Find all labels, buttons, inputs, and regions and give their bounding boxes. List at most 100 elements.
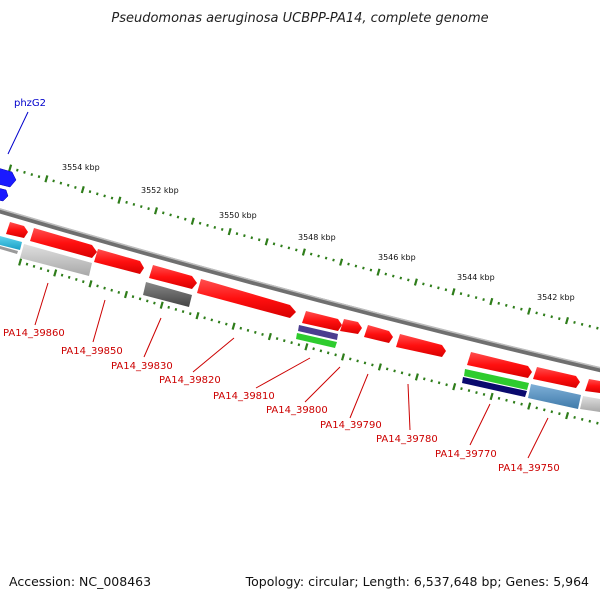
map-title: Pseudomonas aeruginosa UCBPP-PA14, compl… <box>111 11 488 26</box>
gene-red-1[interactable] <box>6 222 28 238</box>
minor-tick <box>459 292 463 296</box>
major-tick <box>53 269 58 277</box>
gene-label-pa14-39820[interactable]: PA14_39820 <box>159 375 221 386</box>
gene-label-pa14-39750[interactable]: PA14_39750 <box>498 463 560 474</box>
minor-tick <box>550 315 554 319</box>
gene-red-9[interactable] <box>396 334 446 357</box>
minor-tick <box>347 262 350 266</box>
genome-backbone-highlight <box>0 208 600 369</box>
minor-tick <box>153 301 156 305</box>
topology-text: Topology: circular; Length: 6,537,648 bp… <box>245 574 589 589</box>
major-tick <box>88 280 93 288</box>
gene-red-7[interactable] <box>340 319 362 334</box>
gene-red-2[interactable] <box>30 228 97 258</box>
minor-tick <box>103 194 106 198</box>
minor-tick <box>297 343 301 347</box>
minor-tick <box>206 223 209 227</box>
minor-tick <box>88 190 92 194</box>
minor-tick <box>254 330 257 334</box>
minor-tick <box>430 379 433 383</box>
gene-red-3[interactable] <box>94 249 144 274</box>
minor-tick <box>59 181 63 185</box>
feature-navy[interactable] <box>462 377 527 397</box>
gene-label-phzg2[interactable]: phzG2 <box>14 98 46 109</box>
major-tick <box>80 185 85 194</box>
leader-lines <box>34 282 549 459</box>
minor-tick <box>257 238 261 242</box>
major-tick <box>489 297 494 306</box>
lower-ticks <box>18 258 599 425</box>
gene-red-8[interactable] <box>364 325 393 343</box>
minor-tick <box>363 361 367 365</box>
gene-red-5[interactable] <box>197 279 296 318</box>
minor-tick <box>445 383 448 387</box>
minor-tick <box>332 258 335 262</box>
gene-red-10[interactable] <box>467 352 532 378</box>
major-tick <box>376 268 381 276</box>
gene-red-4[interactable] <box>149 265 197 289</box>
feature-steel-blue[interactable] <box>528 384 581 409</box>
gene-red-12[interactable] <box>585 379 600 393</box>
minor-tick <box>203 316 206 320</box>
gene-phzg2-b[interactable] <box>0 188 9 202</box>
minor-tick <box>139 205 143 209</box>
leader-39830 <box>143 317 162 358</box>
feature-dark-gray[interactable] <box>143 282 192 307</box>
minor-tick <box>287 246 291 250</box>
minor-tick <box>176 215 180 219</box>
feature-gray-2[interactable] <box>580 396 600 412</box>
minor-tick <box>437 286 440 290</box>
minor-tick <box>520 402 523 406</box>
minor-tick <box>504 303 508 307</box>
minor-tick <box>475 391 478 395</box>
minor-tick <box>225 322 228 326</box>
minor-tick <box>25 262 29 266</box>
minor-tick <box>482 392 486 396</box>
minor-tick <box>356 359 359 363</box>
gene-label-pa14-39770[interactable]: PA14_39770 <box>435 449 497 460</box>
minor-tick <box>505 398 508 402</box>
scale-label-3548: 3548 kbp <box>298 233 336 242</box>
feature-green-1[interactable] <box>296 333 337 348</box>
gene-red-11[interactable] <box>533 367 580 388</box>
major-tick <box>267 332 272 341</box>
minor-tick <box>444 288 448 292</box>
gene-label-pa14-39800[interactable]: PA14_39800 <box>266 405 328 416</box>
minor-tick <box>37 175 41 179</box>
feature-gray-thin[interactable] <box>0 246 18 254</box>
gene-label-pa14-39810[interactable]: PA14_39810 <box>213 391 275 402</box>
gene-label-pa14-39830[interactable]: PA14_39830 <box>111 361 173 372</box>
gene-label-pa14-39850[interactable]: PA14_39850 <box>61 346 123 357</box>
minor-tick <box>110 196 114 200</box>
feature-cyan[interactable] <box>0 236 22 250</box>
major-tick <box>451 288 456 296</box>
feature-gray-1[interactable] <box>20 244 92 276</box>
minor-tick <box>588 324 592 328</box>
gene-labels: phzG2 PA14_39860 PA14_39850 PA14_39830 P… <box>3 98 560 474</box>
gene-red-6[interactable] <box>302 311 342 331</box>
gene-label-pa14-39860[interactable]: PA14_39860 <box>3 328 65 339</box>
major-tick <box>190 217 195 225</box>
leader-39860 <box>34 282 49 326</box>
minor-tick <box>326 351 330 355</box>
major-tick <box>452 383 457 391</box>
gene-label-pa14-39790[interactable]: PA14_39790 <box>320 420 382 431</box>
minor-tick <box>235 232 239 236</box>
accession-text: Accession: NC_008463 <box>9 574 151 589</box>
leader-39800 <box>304 366 341 403</box>
feature-green-2[interactable] <box>464 369 529 390</box>
scale-label-3544: 3544 kbp <box>457 273 495 282</box>
minor-tick <box>131 295 135 299</box>
minor-tick <box>67 275 71 279</box>
minor-tick <box>309 252 313 256</box>
minor-tick <box>39 267 43 271</box>
major-tick <box>227 227 232 236</box>
scale-ticks <box>8 164 599 330</box>
gene-label-pa14-39780[interactable]: PA14_39780 <box>376 434 438 445</box>
feature-purple[interactable] <box>298 325 338 340</box>
minor-tick <box>317 254 320 258</box>
minor-tick <box>348 357 352 361</box>
minor-tick <box>295 248 298 252</box>
gene-phzg2-a[interactable] <box>0 168 17 188</box>
minor-tick <box>161 211 165 215</box>
